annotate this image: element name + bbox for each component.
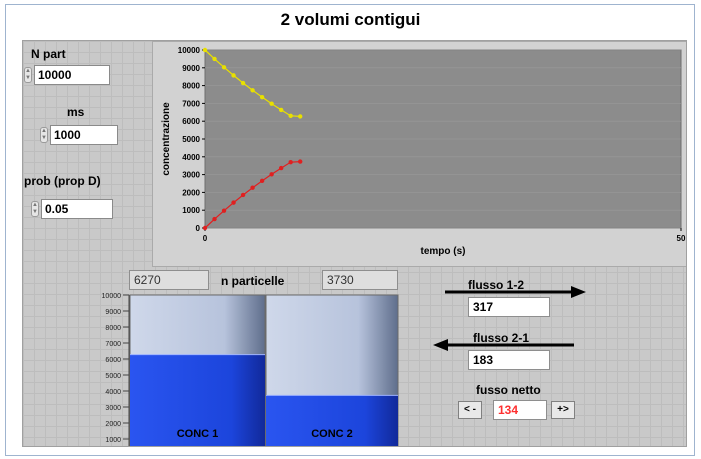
ms-control: ▲ ▼ 1000	[40, 125, 122, 145]
chart-canvas: 0 1000 2000 3000 4000 5000 6000 7000 8000 9000 100…	[161, 46, 686, 257]
scale-tick-label: 9000	[105, 309, 121, 316]
y-axis-label: concentrazione	[161, 102, 172, 176]
scale-tick-label: 6000	[105, 357, 121, 364]
y-tick-label: 10000	[178, 46, 201, 55]
data-point	[221, 65, 227, 70]
concentration-chart: 0 1000 2000 3000 4000 5000 6000 7000 8000 9000 100…	[152, 41, 686, 267]
y-tick-label: 7000	[182, 99, 200, 108]
y-tick-label: 4000	[182, 153, 200, 162]
data-point	[231, 73, 236, 78]
flusso-netto-label: fusso netto	[476, 383, 541, 397]
data-point	[259, 94, 265, 100]
data-point	[259, 178, 265, 184]
ms-input[interactable]: 1000	[50, 125, 118, 145]
x-axis-label: tempo (s)	[421, 246, 466, 257]
data-point	[202, 225, 208, 231]
front-panel: N part ▲ ▼ 10000 ms ▲ ▼ 1000 prob (prop D)…	[22, 40, 687, 447]
y-tick-label: 2000	[182, 188, 200, 197]
prob-control: ▲ ▼ 0.05	[31, 199, 115, 219]
prob-label: prob (prop D)	[24, 174, 101, 188]
n-particelle-label: n particelle	[221, 274, 285, 288]
data-point	[269, 172, 274, 177]
scale-tick-label: 7000	[105, 341, 121, 348]
flusso-2-1-indicator: 183	[468, 350, 550, 370]
n-part-label: N part	[31, 47, 66, 61]
y-tick-label: 0	[196, 224, 201, 233]
y-tick-label: 9000	[182, 64, 200, 73]
scale-tick-label: 4000	[105, 389, 121, 396]
scale-tick-label: 5000	[105, 373, 121, 380]
tank-display: 10000 9000 8000 7000 6000 5000 4000 3000 2000 100…	[102, 293, 399, 446]
data-point	[278, 165, 284, 171]
left-count-indicator: 6270	[129, 270, 209, 290]
y-tick-label: 8000	[182, 82, 200, 91]
scale-tick-label: 3000	[105, 405, 121, 412]
data-point	[250, 88, 255, 93]
data-point	[240, 80, 246, 86]
flusso-2-1-label: flusso 2-1	[473, 331, 530, 345]
right-tank-fill	[266, 395, 398, 446]
increment-button[interactable]: +>	[551, 401, 575, 419]
data-point	[240, 192, 246, 198]
ms-spinner-icon[interactable]: ▲ ▼	[40, 127, 48, 143]
scale-tick-label: 10000	[102, 293, 122, 300]
decrement-button[interactable]: < -	[458, 401, 482, 419]
scale-tick-label: 1000	[105, 437, 121, 444]
scale-tick-label: 8000	[105, 325, 121, 332]
flusso-1-2-indicator: 317	[468, 297, 550, 317]
arrow-left-icon	[433, 339, 574, 351]
data-point	[231, 200, 236, 205]
data-point	[221, 208, 227, 213]
scale-tick-label: 2000	[105, 421, 121, 428]
x-tick-label: 0	[203, 234, 208, 243]
data-point	[202, 47, 208, 53]
right-tank-label: CONC 2	[311, 428, 353, 440]
left-tank-fill	[130, 354, 265, 446]
left-tank-label: CONC 1	[177, 428, 219, 440]
data-point	[278, 107, 284, 113]
n-part-input[interactable]: 10000	[34, 65, 110, 85]
data-point	[212, 56, 217, 62]
page-title: 2 volumi contigui	[280, 10, 421, 29]
n-part-control: ▲ ▼ 10000	[24, 65, 110, 85]
data-point	[288, 159, 293, 165]
y-tick-label: 6000	[182, 117, 200, 126]
data-point	[288, 113, 293, 119]
ms-label: ms	[67, 105, 85, 119]
right-count-indicator: 3730	[322, 270, 398, 290]
data-point	[298, 159, 303, 164]
data-point	[212, 216, 217, 222]
x-tick-label: 50	[677, 234, 686, 243]
data-point	[298, 114, 303, 119]
flusso-1-2-label: flusso 1-2	[468, 278, 525, 292]
prob-input[interactable]: 0.05	[41, 199, 113, 219]
arrow-right-icon	[445, 286, 586, 298]
data-point	[269, 101, 274, 106]
flusso-netto-indicator: 134	[493, 400, 547, 420]
prob-spinner-icon[interactable]: ▲ ▼	[31, 201, 39, 217]
y-tick-label: 3000	[182, 171, 200, 180]
data-point	[250, 185, 255, 190]
y-tick-label: 5000	[182, 135, 200, 144]
n-part-spinner-icon[interactable]: ▲ ▼	[24, 67, 32, 83]
y-tick-label: 1000	[182, 206, 200, 215]
